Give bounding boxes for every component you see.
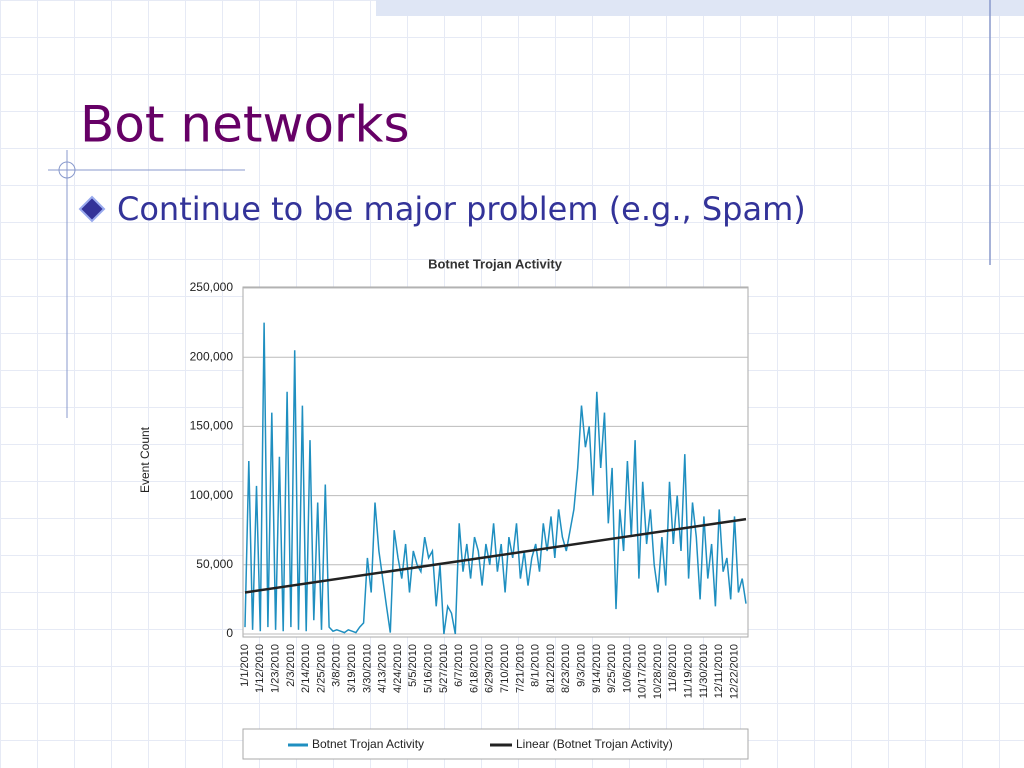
x-tick-label: 11/30/2010: [698, 644, 710, 698]
x-tick-label: 8/1/2010: [530, 644, 542, 687]
x-tick-label: 10/6/2010: [621, 644, 633, 693]
y-tick-label: 200,000: [190, 349, 234, 363]
x-tick-label: 2/3/2010: [285, 644, 297, 687]
x-tick-label: 8/12/2010: [545, 644, 557, 693]
x-tick-label: 12/22/2010: [728, 644, 740, 699]
chart-title: Botnet Trojan Activity: [428, 256, 563, 271]
x-tick-label: 5/16/2010: [422, 644, 434, 693]
x-tick-label: 6/7/2010: [453, 644, 465, 687]
x-tick-label: 5/27/2010: [438, 644, 450, 693]
x-tick-label: 9/3/2010: [575, 644, 587, 687]
plot-area: [242, 286, 749, 638]
x-tick-label: 6/29/2010: [484, 644, 496, 693]
x-tick-label: 4/24/2010: [392, 644, 404, 693]
x-tick-label: 2/14/2010: [300, 644, 312, 693]
y-tick-label: 50,000: [196, 557, 233, 571]
x-tick-label: 1/1/2010: [239, 644, 251, 687]
legend-label: Linear (Botnet Trojan Activity): [516, 737, 673, 751]
x-tick-label: 6/18/2010: [468, 644, 480, 693]
y-tick-label: 100,000: [190, 488, 234, 502]
x-tick-label: 12/11/2010: [713, 644, 725, 698]
x-tick-label: 11/19/2010: [683, 644, 695, 698]
x-tick-label: 10/28/2010: [652, 644, 664, 699]
x-tick-label: 9/14/2010: [591, 644, 603, 693]
x-tick-label: 9/25/2010: [606, 644, 618, 693]
y-tick-label: 0: [226, 626, 233, 640]
x-tick-label: 1/23/2010: [270, 644, 282, 693]
deco-circle: [58, 161, 76, 179]
y-tick-label: 250,000: [190, 280, 234, 294]
x-tick-label: 5/5/2010: [407, 644, 419, 687]
x-tick-label: 4/13/2010: [377, 644, 389, 693]
x-tick-label: 7/10/2010: [499, 644, 511, 693]
top-bar: [376, 0, 1024, 16]
slide-title: Bot networks: [80, 96, 410, 154]
trend-line: [244, 517, 747, 594]
x-tick-label: 8/23/2010: [560, 644, 572, 693]
x-tick-label: 3/30/2010: [361, 644, 373, 693]
data-line: [244, 322, 747, 635]
x-tick-label: 3/19/2010: [346, 644, 358, 693]
x-tick-label: 2/25/2010: [315, 644, 327, 693]
bullet-text: Continue to be major problem (e.g., Spam…: [117, 190, 806, 228]
bullet-icon: [78, 195, 106, 223]
y-axis-label: Event Count: [138, 426, 152, 493]
x-tick-label: 1/12/2010: [254, 644, 266, 693]
x-tick-label: 7/21/2010: [514, 644, 526, 693]
y-tick-label: 150,000: [190, 419, 234, 433]
legend-label: Botnet Trojan Activity: [312, 737, 424, 751]
x-tick-label: 10/17/2010: [637, 644, 649, 699]
x-tick-label: 3/8/2010: [331, 644, 343, 687]
x-tick-label: 11/8/2010: [667, 644, 679, 692]
